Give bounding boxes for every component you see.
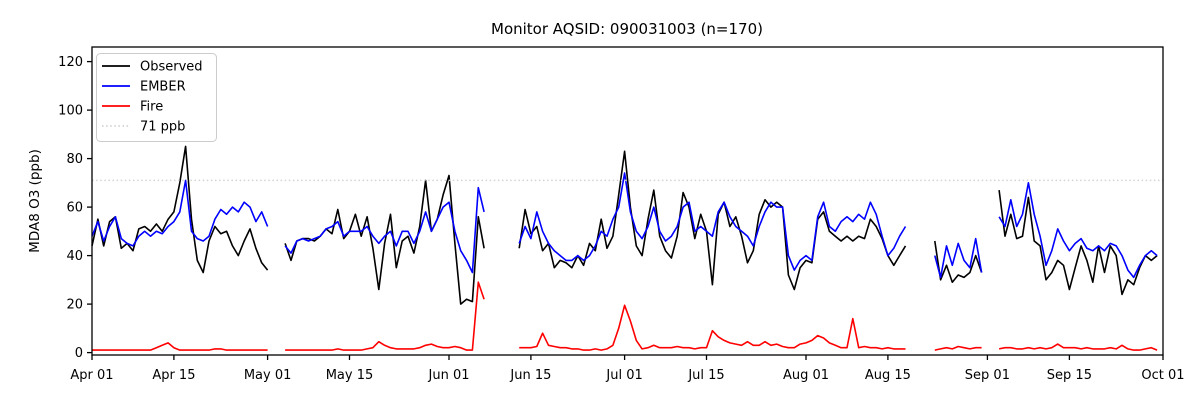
chart-title: Monitor AQSID: 090031003 (n=170) <box>491 20 763 38</box>
legend-label-threshold: 71 ppb <box>140 120 185 135</box>
legend-label-fire: Fire <box>140 100 163 115</box>
y-tick-label: 0 <box>75 346 83 361</box>
observed-line <box>934 240 983 284</box>
x-tick-label: Sep 01 <box>965 368 1010 383</box>
y-tick-label: 20 <box>66 298 83 313</box>
legend-box <box>96 53 217 142</box>
observed-line <box>284 174 485 305</box>
ember-line <box>284 186 485 274</box>
x-tick-label: Jun 01 <box>428 368 470 383</box>
plot-area: 0 20 40 60 80 100 120 Apr 01 Apr 15 May 01 May 15 J… <box>58 46 1185 383</box>
fire-line <box>285 281 485 351</box>
x-tick-label: Jun 15 <box>509 368 551 383</box>
x-tick-label: Aug 15 <box>865 368 911 383</box>
ember-line <box>91 179 269 247</box>
fire-line <box>998 343 1158 351</box>
fire-line <box>934 345 982 351</box>
x-tick-label: Jul 01 <box>605 368 642 383</box>
ember-line <box>998 182 1158 279</box>
observed-line <box>998 189 1158 296</box>
x-tick-label: Apr 15 <box>152 368 195 383</box>
x-tick-label: Oct 01 <box>1141 368 1184 383</box>
legend-label-observed: Observed <box>140 60 203 75</box>
fire-line <box>519 304 906 351</box>
fire-line <box>92 342 268 351</box>
observed-line <box>518 150 907 291</box>
ember-line <box>518 172 907 271</box>
y-tick-label: 80 <box>66 152 83 167</box>
y-tick-label: 120 <box>58 55 83 70</box>
observed-line <box>91 145 269 274</box>
x-tick-label: May 01 <box>244 368 292 383</box>
y-tick-label: 60 <box>66 201 83 216</box>
ember-line <box>934 237 983 279</box>
legend-label-ember: EMBER <box>140 80 186 95</box>
y-axis-label: MDA8 O3 (ppb) <box>27 149 43 253</box>
plot-border <box>91 46 1164 356</box>
y-tick-label: 40 <box>66 249 83 264</box>
x-tick-label: Aug 01 <box>783 368 829 383</box>
x-tick-label: Sep 15 <box>1047 368 1092 383</box>
x-tick-label: Jul 15 <box>687 368 724 383</box>
x-tick-label: May 15 <box>326 368 374 383</box>
x-tick-label: Apr 01 <box>70 368 113 383</box>
y-tick-label: 100 <box>58 104 83 119</box>
